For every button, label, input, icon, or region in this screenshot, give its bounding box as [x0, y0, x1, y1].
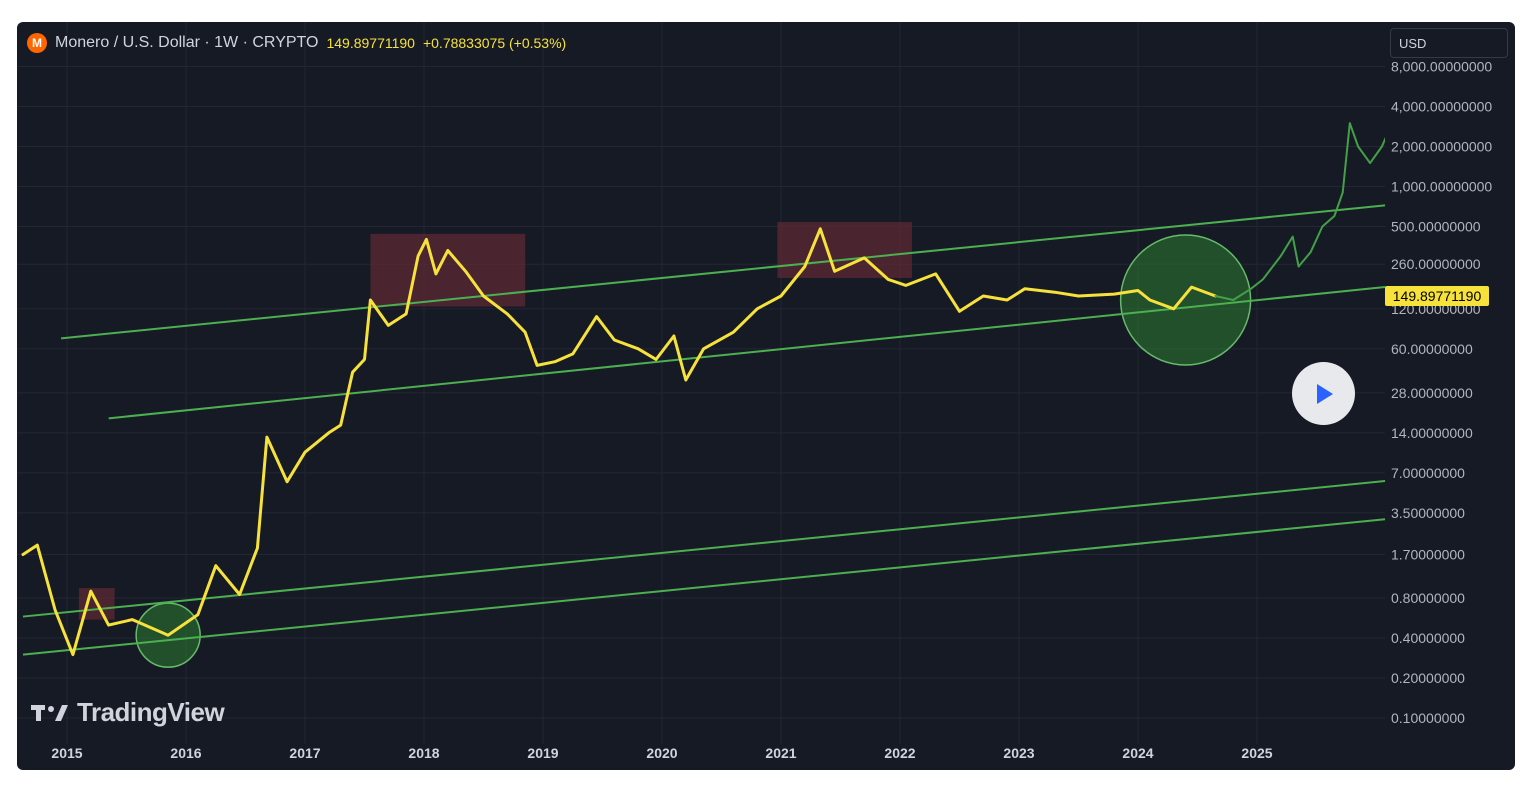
y-tick-label: 0.10000000 [1391, 710, 1465, 726]
x-tick-label: 2015 [51, 745, 82, 761]
x-tick-label: 2022 [884, 745, 915, 761]
x-tick-label: 2023 [1003, 745, 1034, 761]
tradingview-logo[interactable]: TradingView [31, 697, 225, 728]
x-tick-label: 2025 [1241, 745, 1272, 761]
x-tick-label: 2018 [408, 745, 439, 761]
y-tick-label: 0.40000000 [1391, 630, 1465, 646]
y-tick-label: 260.00000000 [1391, 256, 1481, 272]
x-tick-label: 2021 [765, 745, 796, 761]
y-tick-label: 60.00000000 [1391, 341, 1473, 357]
last-price-label-bg [1385, 286, 1489, 307]
y-tick-label: 2,000.00000000 [1391, 138, 1492, 154]
tradingview-icon [31, 704, 68, 721]
currency-button[interactable]: USD [1390, 28, 1508, 58]
chart-header: M Monero / U.S. Dollar · 1W · CRYPTO 149… [27, 32, 566, 54]
monero-icon: M [27, 33, 47, 53]
y-tick-label: 7.00000000 [1391, 465, 1465, 481]
resistance-zone [777, 222, 912, 278]
y-tick-label: 1.70000000 [1391, 547, 1465, 563]
x-tick-label: 2020 [646, 745, 677, 761]
price-chart[interactable]: 8,000.00000000 4,000.00000000 2,000.000000… [17, 22, 1515, 770]
last-price: 149.89771190 [326, 35, 415, 51]
y-tick-label: 500.00000000 [1391, 218, 1481, 234]
y-tick-label: 0.20000000 [1391, 670, 1465, 686]
play-icon [1316, 383, 1333, 404]
x-tick-label: 2017 [289, 745, 320, 761]
symbol-title[interactable]: Monero / U.S. Dollar · 1W · CRYPTO [55, 34, 319, 51]
price-series-line [21, 227, 1217, 657]
x-tick-label: 2016 [170, 745, 201, 761]
y-tick-label: 14.00000000 [1391, 425, 1473, 441]
play-button[interactable] [1292, 362, 1355, 425]
price-change: +0.78833075 (+0.53%) [422, 35, 567, 51]
trend-line [22, 518, 1385, 656]
resistance-zone [370, 233, 526, 307]
y-tick-label: 8,000.00000000 [1391, 58, 1492, 74]
projection-series-line [1214, 122, 1385, 301]
last-price-label: 149.89771190 [1393, 288, 1482, 304]
trend-line [60, 204, 1385, 340]
y-tick-label: 4,000.00000000 [1391, 98, 1492, 114]
brand-name: TradingView [77, 697, 225, 727]
trend-line [108, 285, 1385, 420]
y-tick-label: 28.00000000 [1391, 385, 1473, 401]
y-tick-label: 0.80000000 [1391, 590, 1465, 606]
y-tick-label: 3.50000000 [1391, 505, 1465, 521]
x-tick-label: 2024 [1122, 745, 1153, 761]
chart-frame[interactable]: 8,000.00000000 4,000.00000000 2,000.000000… [17, 22, 1515, 770]
trend-line [22, 480, 1385, 618]
x-tick-label: 2019 [527, 745, 558, 761]
y-tick-label: 1,000.00000000 [1391, 178, 1492, 194]
